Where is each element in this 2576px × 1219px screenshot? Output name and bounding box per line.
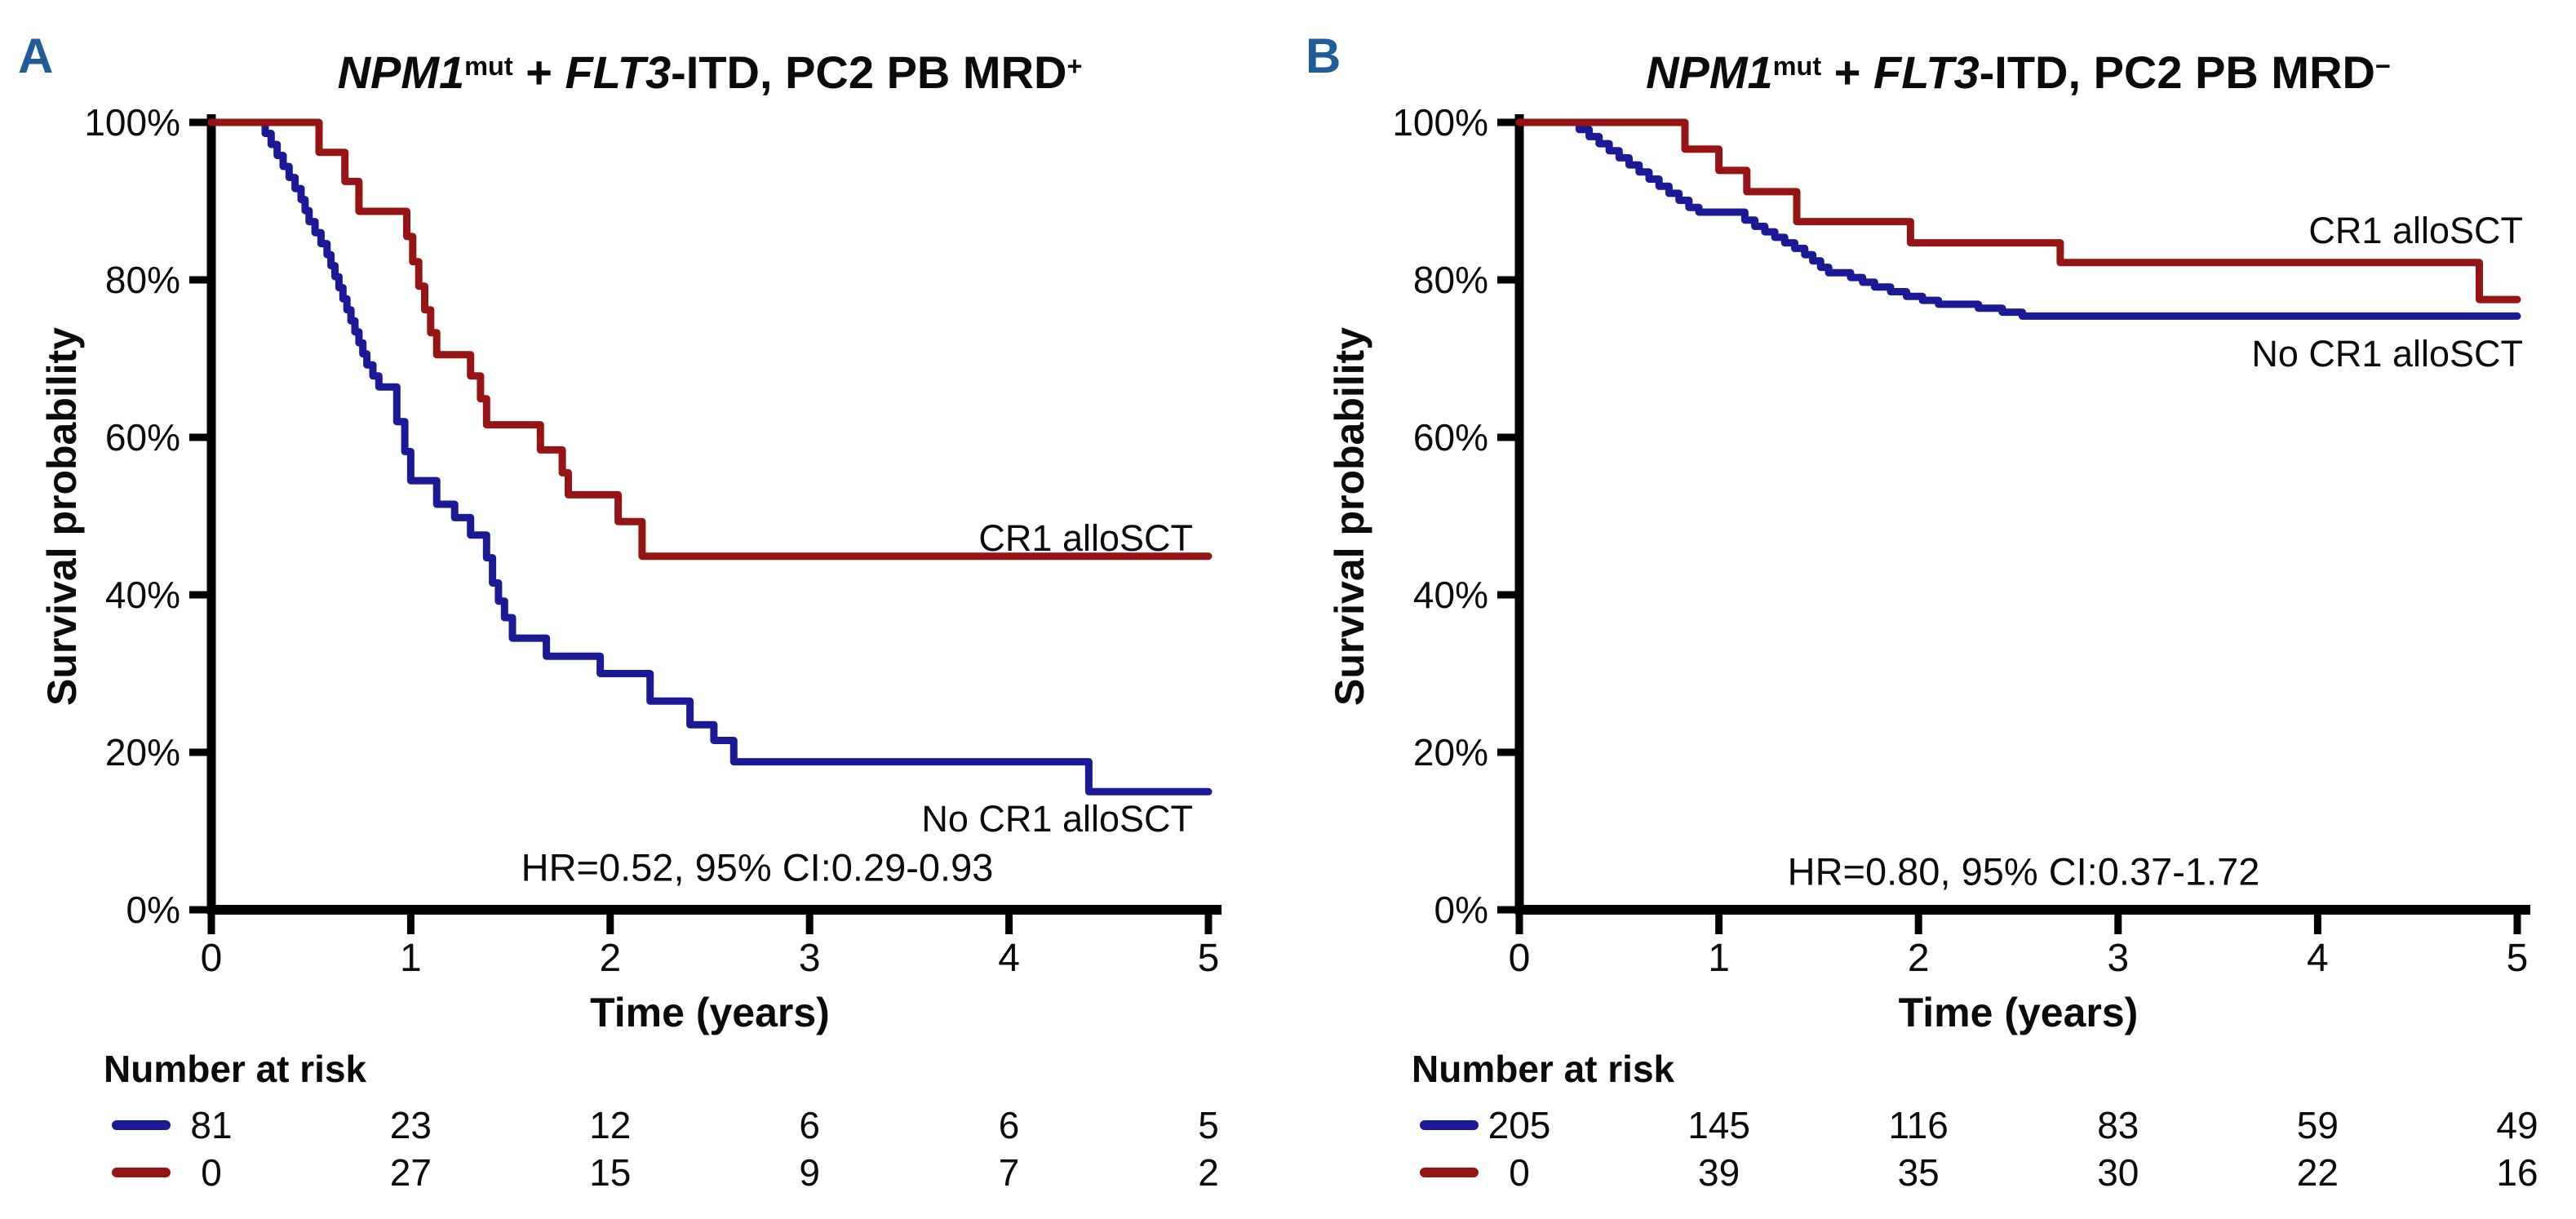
risk-value: 12 [589, 1104, 632, 1146]
risk-value: 7 [998, 1151, 1020, 1194]
x-tick-label: 2 [599, 937, 622, 980]
title-rest: -ITD, PC2 PB MRD [671, 47, 1067, 98]
x-tick-label: 3 [2107, 937, 2130, 980]
y-tick-label: 20% [1412, 731, 1488, 774]
x-tick-label: 3 [798, 937, 821, 980]
y-tick-label: 40% [1412, 574, 1488, 616]
km-curve-cr1-allosct [1515, 118, 2521, 304]
x-tick-label: 0 [200, 937, 223, 980]
panel-b: B NPM1mut + FLT3-ITD, PC2 PB MRD− Surviv… [1288, 0, 2576, 1219]
panel-letter-a: A [18, 29, 54, 83]
risk-value: 0 [1509, 1151, 1530, 1194]
x-tick-label: 5 [1197, 937, 1220, 980]
risk-value: 6 [998, 1104, 1020, 1146]
number-at-risk-header: Number at risk [104, 1048, 367, 1090]
risk-row-swatch-no-cr1-allosct [1420, 1120, 1479, 1130]
risk-value: 6 [799, 1104, 820, 1146]
x-tick-label: 4 [998, 937, 1020, 980]
gene-flt3: FLT3 [565, 47, 672, 98]
km-curve-no-cr1-allosct [1515, 118, 2521, 320]
risk-value: 83 [2097, 1104, 2139, 1146]
y-axis-title: Survival probability [1327, 326, 1372, 706]
title-plus: + [512, 47, 565, 98]
risk-value: 30 [2097, 1151, 2139, 1194]
risk-value: 39 [1698, 1151, 1740, 1194]
km-curve-no-cr1-allosct [207, 118, 1213, 796]
risk-row-swatch-cr1-allosct [1420, 1168, 1479, 1177]
km-curve-cr1-allosct [207, 118, 1213, 561]
km-plot-b [1497, 114, 2530, 934]
risk-value: 49 [2496, 1104, 2538, 1146]
risk-value: 15 [589, 1151, 632, 1194]
y-tick-label: 0% [1434, 889, 1488, 931]
risk-value: 35 [1897, 1151, 1940, 1194]
curve-label-cr1-allosct: CR1 alloSCT [978, 517, 1193, 559]
x-tick-label: 0 [1508, 937, 1531, 980]
y-tick-label: 80% [1412, 259, 1488, 301]
plot-title-a: NPM1mut + FLT3-ITD, PC2 PB MRD+ [338, 46, 1083, 99]
km-plot-a [189, 114, 1221, 934]
risk-value: 23 [389, 1104, 432, 1146]
hr-annotation: HR=0.80, 95% CI:0.37-1.72 [1787, 849, 2260, 893]
risk-value: 116 [1888, 1104, 1949, 1146]
risk-row-swatch-no-cr1-allosct [112, 1120, 171, 1130]
risk-value: 81 [190, 1104, 233, 1146]
gene-npm1: NPM1 [337, 47, 465, 98]
hr-annotation: HR=0.52, 95% CI:0.29-0.93 [521, 845, 994, 889]
risk-value: 22 [2296, 1151, 2339, 1194]
risk-value: 2 [1198, 1151, 1219, 1194]
title-rest: -ITD, PC2 PB MRD [1979, 47, 2375, 98]
y-tick-label: 0% [126, 889, 180, 931]
sup-mrd-sign: + [1066, 51, 1083, 81]
risk-value: 145 [1687, 1104, 1750, 1146]
curve-label-no-cr1-allosct: No CR1 alloSCT [921, 798, 1193, 840]
y-tick-label: 60% [104, 416, 180, 459]
y-tick-label: 80% [104, 259, 180, 301]
risk-value: 0 [201, 1151, 222, 1194]
plot-title-b: NPM1mut + FLT3-ITD, PC2 PB MRD− [1646, 46, 2391, 99]
panel-letter-b: B [1306, 29, 1341, 83]
risk-value: 5 [1198, 1104, 1219, 1146]
risk-value: 16 [2496, 1151, 2538, 1194]
curve-label-cr1-allosct: CR1 alloSCT [2308, 210, 2523, 251]
gene-npm1: NPM1 [1646, 47, 1773, 98]
x-tick-label: 4 [2307, 937, 2329, 980]
sup-mut: mut [1772, 51, 1822, 81]
y-tick-label: 20% [104, 731, 180, 774]
x-tick-label: 2 [1907, 937, 1930, 980]
risk-row-swatch-cr1-allosct [112, 1168, 171, 1177]
panel-a: A NPM1mut + FLT3-ITD, PC2 PB MRD+ Surviv… [18, 29, 1221, 1194]
x-tick-label: 5 [2506, 937, 2529, 980]
gene-flt3: FLT3 [1873, 47, 1980, 98]
y-tick-label: 40% [104, 574, 180, 616]
y-tick-label: 100% [84, 101, 180, 144]
risk-value: 27 [389, 1151, 432, 1194]
y-tick-label: 100% [1392, 101, 1488, 144]
risk-value: 9 [799, 1151, 820, 1194]
number-at-risk-header: Number at risk [1412, 1048, 1675, 1090]
x-tick-label: 1 [1708, 937, 1730, 980]
curve-label-no-cr1-allosct: No CR1 alloSCT [2251, 333, 2523, 375]
sup-mut: mut [464, 51, 513, 81]
x-axis-title: Time (years) [590, 990, 830, 1035]
title-plus: + [1821, 47, 1873, 98]
y-tick-label: 60% [1412, 416, 1488, 459]
y-axis-title: Survival probability [39, 326, 85, 706]
risk-value: 59 [2296, 1104, 2339, 1146]
x-axis-title: Time (years) [1898, 990, 2139, 1035]
x-tick-label: 1 [400, 937, 422, 980]
risk-value: 205 [1488, 1104, 1551, 1146]
sup-mrd-sign: − [2374, 51, 2391, 81]
